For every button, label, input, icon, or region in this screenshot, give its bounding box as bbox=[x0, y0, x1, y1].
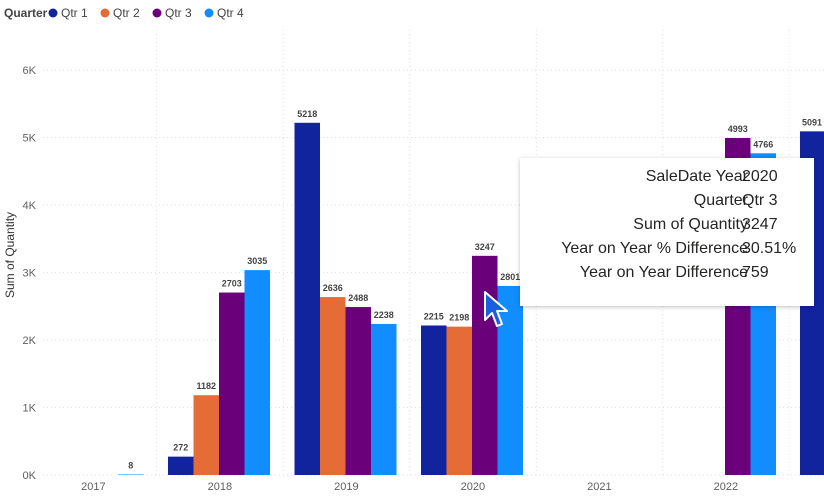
legend-marker-icon bbox=[100, 8, 110, 18]
y-axis-title: Sum of Quantity bbox=[3, 212, 17, 298]
bar-qtr-2-2020[interactable] bbox=[446, 326, 473, 475]
bars[interactable] bbox=[118, 122, 824, 476]
x-tick-label: 2021 bbox=[587, 481, 611, 493]
bar-qtr-4-2018[interactable] bbox=[244, 270, 271, 475]
data-label: 4766 bbox=[753, 139, 773, 149]
y-tick-label: 2K bbox=[23, 335, 37, 347]
x-tick-label: 2018 bbox=[208, 481, 232, 493]
data-label: 3247 bbox=[475, 242, 495, 252]
bar-qtr-1-2019[interactable] bbox=[294, 122, 321, 475]
y-axis: 0K 1K 2K 3K 4K 5K 6K bbox=[23, 65, 37, 482]
mouse-cursor-icon bbox=[484, 291, 508, 327]
bar-qtr-1-2020[interactable] bbox=[421, 325, 447, 475]
x-tick-label: 2022 bbox=[714, 481, 738, 493]
data-label: 272 bbox=[173, 443, 188, 453]
legend-item-qtr-4[interactable]: Qtr 4 bbox=[217, 6, 244, 20]
legend-marker-icon bbox=[204, 8, 214, 18]
legend-title: Quarter bbox=[4, 6, 48, 20]
data-label: 5218 bbox=[297, 109, 317, 119]
legend-item-qtr-2[interactable]: Qtr 2 bbox=[113, 6, 140, 20]
tooltip-key: Quarter bbox=[693, 192, 748, 209]
bar-qtr-3-2018[interactable] bbox=[219, 292, 245, 475]
bar-qtr-4-2020[interactable] bbox=[497, 285, 524, 475]
tooltip-row: Quarter Qtr 3 bbox=[520, 192, 814, 216]
bar-qtr-3-2019[interactable] bbox=[345, 307, 372, 475]
data-label: 2801 bbox=[500, 272, 520, 282]
bar-qtr-3-2020[interactable] bbox=[472, 255, 498, 475]
tooltip: SaleDate Year 2020 Quarter Qtr 3 Sum of Quan… bbox=[520, 158, 814, 306]
tooltip-key: Year on Year % Difference bbox=[561, 240, 748, 257]
y-tick-label: 4K bbox=[23, 200, 37, 212]
data-labels: 272 5218 2215 1182 2636 2198 2703 2488 3247 4993 8… bbox=[128, 109, 822, 471]
data-label: 2215 bbox=[424, 311, 444, 321]
data-label: 8 bbox=[128, 460, 133, 470]
x-tick-label: 2019 bbox=[334, 481, 358, 493]
y-tick-label: 0K bbox=[23, 470, 37, 482]
data-label: 2238 bbox=[374, 310, 394, 320]
bar-qtr-2-2018[interactable] bbox=[193, 395, 220, 475]
data-label: 2703 bbox=[222, 279, 242, 289]
y-tick-label: 6K bbox=[23, 65, 37, 77]
data-label: 2198 bbox=[449, 313, 469, 323]
bar-qtr-2-2019[interactable] bbox=[320, 297, 346, 475]
legend-marker-icon bbox=[152, 8, 162, 18]
bar-qtr-4-2019[interactable] bbox=[371, 323, 397, 475]
legend[interactable]: Quarter Qtr 1 Qtr 2 Qtr 3 Qtr 4 bbox=[4, 6, 244, 20]
tooltip-row: Year on Year Difference 759 bbox=[520, 264, 814, 288]
tooltip-value: 3247 bbox=[742, 216, 778, 233]
data-label: 1182 bbox=[196, 381, 216, 391]
tooltip-value: 759 bbox=[742, 264, 769, 281]
y-tick-label: 5K bbox=[23, 133, 37, 145]
tooltip-key: SaleDate Year bbox=[645, 168, 748, 185]
data-label: 3035 bbox=[247, 256, 267, 266]
legend-marker-icon bbox=[48, 8, 58, 18]
tooltip-value: Qtr 3 bbox=[742, 192, 778, 209]
y-tick-label: 1K bbox=[23, 403, 37, 415]
data-label: 2636 bbox=[323, 283, 343, 293]
y-tick-label: 3K bbox=[23, 268, 37, 280]
x-tick-label: 2017 bbox=[81, 481, 105, 493]
tooltip-value: 30.51% bbox=[742, 240, 797, 257]
tooltip-key: Sum of Quantity bbox=[633, 216, 748, 233]
data-label: 2488 bbox=[348, 293, 368, 303]
x-tick-label: 2020 bbox=[461, 481, 485, 493]
tooltip-row: Sum of Quantity 3247 bbox=[520, 216, 814, 240]
bar-qtr-1-2018[interactable] bbox=[168, 456, 194, 475]
tooltip-row: Year on Year % Difference 30.51% bbox=[520, 240, 814, 264]
tooltip-key: Year on Year Difference bbox=[579, 264, 748, 281]
tooltip-value: 2020 bbox=[742, 168, 778, 185]
legend-item-qtr-1[interactable]: Qtr 1 bbox=[61, 6, 88, 20]
bar-qtr-4-2017[interactable] bbox=[118, 474, 144, 475]
data-label: 5091 bbox=[802, 117, 822, 127]
data-label: 4993 bbox=[728, 124, 748, 134]
legend-item-qtr-3[interactable]: Qtr 3 bbox=[165, 6, 192, 20]
x-axis: 2017 2018 2019 2020 2021 2022 bbox=[81, 481, 738, 493]
tooltip-row: SaleDate Year 2020 bbox=[520, 168, 814, 192]
